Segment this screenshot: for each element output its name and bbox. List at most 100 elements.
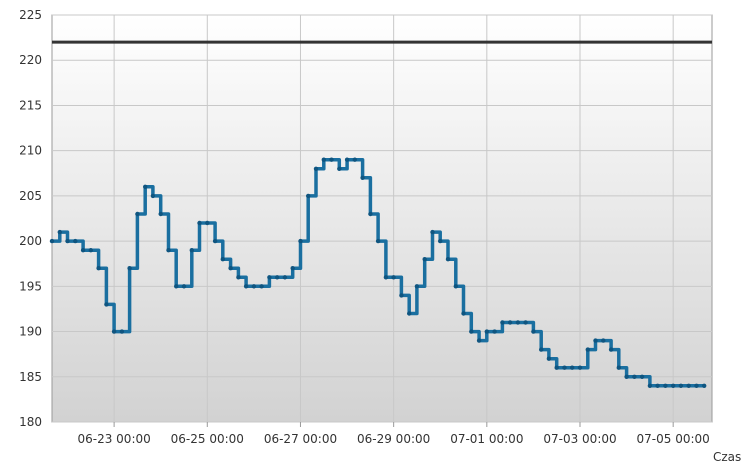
series-point	[570, 365, 575, 370]
y-tick-label: 210	[19, 144, 42, 158]
series-point	[220, 257, 225, 262]
series-point	[632, 374, 637, 379]
series-point	[694, 383, 699, 388]
series-point	[259, 284, 264, 289]
series-point	[251, 284, 257, 289]
series-point	[663, 383, 668, 388]
series-point	[554, 365, 559, 370]
series-point	[678, 383, 684, 388]
series-point	[49, 238, 55, 244]
series-point	[399, 293, 404, 298]
x-tick-label: 07-03 00:00	[543, 432, 616, 446]
series-point	[453, 284, 458, 289]
series-point	[275, 275, 280, 280]
series-point	[655, 383, 660, 388]
series-point	[282, 275, 288, 280]
series-point	[57, 229, 62, 235]
y-tick-label: 220	[19, 53, 42, 67]
series-point	[616, 365, 621, 370]
y-tick-label: 185	[19, 370, 42, 384]
series-point	[515, 320, 521, 325]
series-point	[577, 365, 583, 370]
series-point	[702, 383, 707, 388]
series-point	[96, 266, 101, 271]
plot-area	[51, 14, 713, 423]
series-point	[189, 248, 194, 253]
series-point	[430, 229, 435, 235]
y-tick-label: 180	[19, 415, 42, 429]
series-point	[321, 157, 326, 162]
y-tick-label: 195	[19, 279, 42, 293]
x-axis-label: Czas	[713, 450, 741, 464]
series-point	[484, 329, 489, 334]
series-point	[601, 338, 606, 343]
series-point	[181, 284, 187, 289]
y-tick-label: 215	[19, 98, 42, 112]
series-point	[539, 347, 544, 352]
series-point	[158, 211, 163, 217]
series-point	[73, 238, 78, 244]
y-tick-label: 190	[19, 325, 42, 339]
series-point	[174, 284, 179, 289]
series-point	[228, 266, 233, 271]
series-point	[111, 329, 117, 334]
series-point	[352, 157, 357, 162]
series-point	[119, 329, 125, 334]
series-point	[243, 284, 249, 289]
series-point	[562, 365, 567, 370]
series-point	[150, 193, 156, 199]
series-point	[368, 211, 373, 217]
series-point	[469, 329, 474, 334]
x-tick-label: 06-25 00:00	[171, 432, 244, 446]
y-tick-label: 200	[19, 234, 42, 248]
series-point	[500, 320, 505, 325]
series-point	[298, 238, 303, 244]
y-tick-label: 205	[19, 189, 42, 203]
x-gridlines	[113, 15, 674, 427]
series-point	[523, 320, 528, 325]
x-tick-label: 06-23 00:00	[77, 432, 150, 446]
series-point	[422, 257, 427, 262]
series-point	[507, 320, 513, 325]
series-point	[445, 257, 451, 262]
series-0	[49, 157, 707, 388]
series-point	[414, 284, 420, 289]
series-point	[593, 338, 598, 343]
series-point	[407, 311, 412, 316]
x-tick-label: 07-01 00:00	[450, 432, 523, 446]
series-point	[476, 338, 482, 343]
series-point	[337, 166, 342, 171]
series-point	[546, 356, 552, 361]
series-point	[127, 266, 132, 271]
series-point	[624, 374, 629, 379]
series-point	[205, 220, 210, 226]
series-point	[80, 248, 86, 253]
series-point	[391, 275, 396, 280]
series-point	[236, 275, 241, 280]
x-tick-label: 06-27 00:00	[264, 432, 337, 446]
series-point	[65, 238, 70, 244]
series-point	[143, 184, 148, 189]
series-point	[608, 347, 614, 352]
series-point	[383, 275, 389, 280]
series-point	[329, 157, 334, 162]
y-axis-tick-labels: 180 185 190 195 200 205 210 215 220 225	[19, 8, 42, 429]
y-tick-label: 225	[19, 8, 42, 22]
series-point	[531, 329, 536, 334]
series-point	[267, 275, 272, 280]
series-point	[290, 266, 295, 271]
series-point	[492, 329, 497, 334]
x-tick-label: 06-29 00:00	[357, 432, 430, 446]
series-point	[135, 211, 140, 217]
series-point	[585, 347, 590, 352]
series-point	[461, 311, 466, 316]
series-point	[104, 302, 109, 307]
series-point	[166, 248, 171, 253]
series-point	[647, 383, 653, 388]
x-tick-label: 07-05 00:00	[637, 432, 710, 446]
series-point	[375, 238, 381, 244]
series-point	[313, 166, 319, 171]
series-point	[438, 238, 443, 244]
x-axis-tick-labels: 06-23 00:00 06-25 00:00 06-27 00:00 06-29 0…	[77, 432, 709, 446]
